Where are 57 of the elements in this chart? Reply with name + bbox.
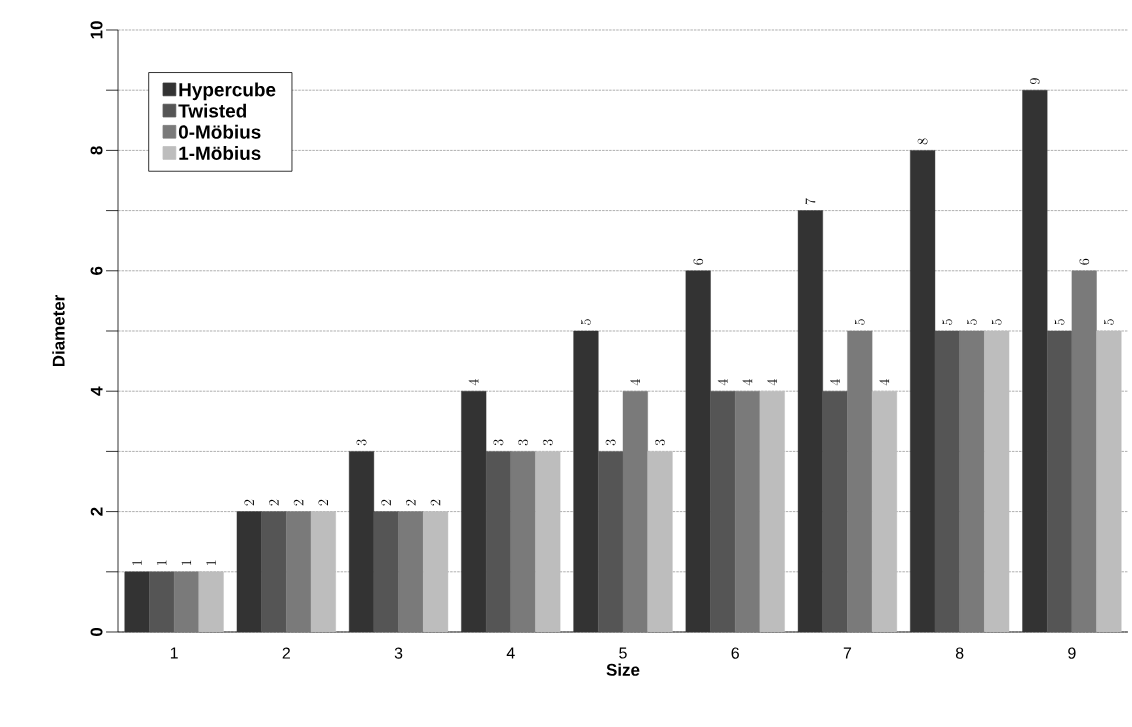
data-label: 5: [1054, 319, 1065, 325]
data-label: 4: [630, 379, 640, 386]
data-label: 1: [206, 560, 216, 565]
data-label: 5: [942, 319, 953, 325]
x-tick-label: 4: [506, 647, 515, 659]
y-tick-label: 6: [90, 266, 103, 275]
x-tick-label: 7: [843, 647, 852, 659]
y-tick-label: 8: [90, 146, 103, 155]
data-label: 8: [917, 138, 928, 145]
y-tick-label: 10: [90, 21, 103, 39]
legend-label: 1-Möbius: [179, 146, 261, 160]
data-label: 2: [381, 499, 391, 506]
data-label: 5: [967, 319, 977, 325]
y-axis-title: Diameter: [52, 295, 65, 367]
data-label: 7: [805, 198, 816, 205]
data-label: 3: [356, 439, 367, 446]
data-label: 3: [518, 439, 529, 446]
data-label: 1: [156, 560, 167, 565]
legend-label: 0-Möbius: [178, 124, 261, 139]
data-label: 9: [1029, 78, 1040, 85]
data-label: 2: [405, 499, 416, 506]
data-label: 4: [468, 379, 479, 386]
data-label: 3: [542, 439, 553, 446]
data-label: 6: [1079, 258, 1090, 265]
x-axis-title: Size: [606, 663, 640, 676]
legend-label: Hypercube: [179, 82, 276, 101]
y-tick-label: 0: [90, 627, 103, 637]
legend-label: Twisted: [178, 103, 247, 118]
data-label: 5: [991, 319, 1002, 325]
data-label: 1: [181, 560, 192, 565]
x-tick-label: 3: [394, 647, 403, 659]
data-label: 6: [693, 258, 704, 265]
x-tick-label: 6: [731, 647, 739, 659]
data-label: 1: [132, 560, 142, 565]
data-label: 5: [1104, 319, 1114, 325]
x-tick-label: 8: [955, 647, 964, 659]
y-tick-label: 4: [90, 386, 103, 396]
x-tick-label: 1: [170, 647, 178, 659]
data-label: 2: [244, 499, 254, 506]
data-label: 4: [742, 379, 753, 386]
data-label: 3: [605, 439, 616, 446]
y-tick-label: 2: [90, 507, 103, 516]
data-label: 4: [879, 379, 890, 386]
data-label: 5: [581, 319, 591, 325]
data-label: 4: [767, 379, 777, 386]
data-label: 2: [430, 499, 441, 506]
data-label: 2: [269, 499, 279, 506]
data-label: 5: [854, 319, 865, 325]
data-label: 3: [655, 439, 665, 446]
x-tick-label: 5: [619, 647, 627, 659]
x-tick-label: 9: [1068, 647, 1076, 659]
data-label: 2: [318, 499, 328, 506]
data-label: 4: [717, 379, 728, 386]
data-label: 4: [830, 379, 840, 386]
x-tick-label: 2: [282, 647, 290, 659]
data-label: 2: [293, 499, 304, 506]
data-label: 3: [493, 439, 504, 446]
